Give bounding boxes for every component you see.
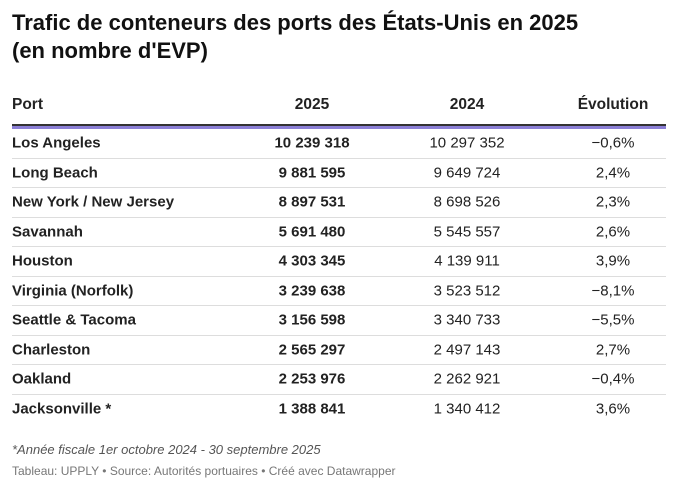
table-cell: −8,1%: [591, 282, 635, 299]
table-cell: 2 253 976: [278, 370, 346, 388]
column-header: Évolution: [577, 96, 649, 113]
table-cell: 3,9%: [595, 252, 631, 270]
table-cell: 1 340 412: [433, 400, 501, 417]
row-separator: [12, 157, 666, 159]
table-cell: −0,4%: [591, 370, 635, 388]
table-cell: 9 881 595: [278, 164, 346, 181]
table-cell: 2 262 921: [433, 370, 501, 388]
port-name: Jacksonville *: [12, 400, 112, 417]
table-cell: 5 545 557: [433, 223, 501, 240]
row-separator: [12, 246, 666, 248]
port-name: Virginia (Norfolk): [12, 282, 134, 299]
table-cell: 8 897 531: [278, 193, 346, 211]
port-name: Oakland: [12, 370, 72, 388]
title: Trafic de conteneurs des ports des États…: [12, 10, 579, 35]
table-cell: 4 139 911: [434, 252, 500, 270]
column-header: 2024: [449, 96, 485, 113]
table-cell: 8 698 526: [433, 193, 501, 211]
row-separator: [12, 187, 666, 189]
row-separator: [12, 216, 666, 218]
table-cell: 2,7%: [595, 341, 631, 358]
port-name: Long Beach: [12, 164, 98, 181]
column-header: 2025: [294, 96, 330, 113]
row-separator: [12, 364, 666, 366]
table-cell: 3 156 598: [278, 311, 346, 329]
port-name: Charleston: [12, 341, 91, 358]
port-name: Seattle & Tacoma: [12, 311, 136, 329]
table-cell: 2,4%: [595, 164, 631, 181]
header-rule: [12, 124, 666, 126]
table-cell: 10 297 352: [429, 134, 505, 152]
table-cell: 3,6%: [595, 400, 631, 417]
footnote: *Année fiscale 1er octobre 2024 - 30 sep…: [12, 442, 321, 457]
table-cell: 9 649 724: [433, 164, 501, 181]
header-rule-accent: [12, 126, 666, 129]
table-cell: 1 388 841: [278, 400, 346, 417]
table-cell: −0,6%: [591, 134, 635, 152]
column-header: Port: [12, 96, 43, 113]
table-cell: 5 691 480: [278, 223, 346, 240]
subtitle: (en nombre d'EVP): [12, 38, 208, 63]
table-cell: 2 497 143: [433, 341, 501, 358]
row-separator: [12, 334, 666, 336]
table-cell: −5,5%: [591, 311, 635, 329]
row-separator: [12, 275, 666, 277]
table-cell: 2,6%: [595, 223, 631, 240]
table-cell: 4 303 345: [278, 252, 346, 270]
port-name: Los Angeles: [12, 134, 101, 152]
table-cell: 3 523 512: [433, 282, 501, 299]
table-cell: 2,3%: [595, 193, 631, 211]
row-separator: [12, 393, 666, 395]
table-cell: 3 239 638: [278, 282, 346, 299]
source: Tableau: UPPLY • Source: Autorités portu…: [12, 464, 396, 478]
table-cell: 2 565 297: [278, 341, 346, 358]
port-name: New York / New Jersey: [12, 193, 175, 211]
table-cell: 10 239 318: [274, 134, 350, 152]
row-separator: [12, 305, 666, 307]
port-name: Houston: [12, 252, 73, 270]
port-name: Savannah: [12, 223, 83, 240]
table-cell: 3 340 733: [433, 311, 501, 329]
